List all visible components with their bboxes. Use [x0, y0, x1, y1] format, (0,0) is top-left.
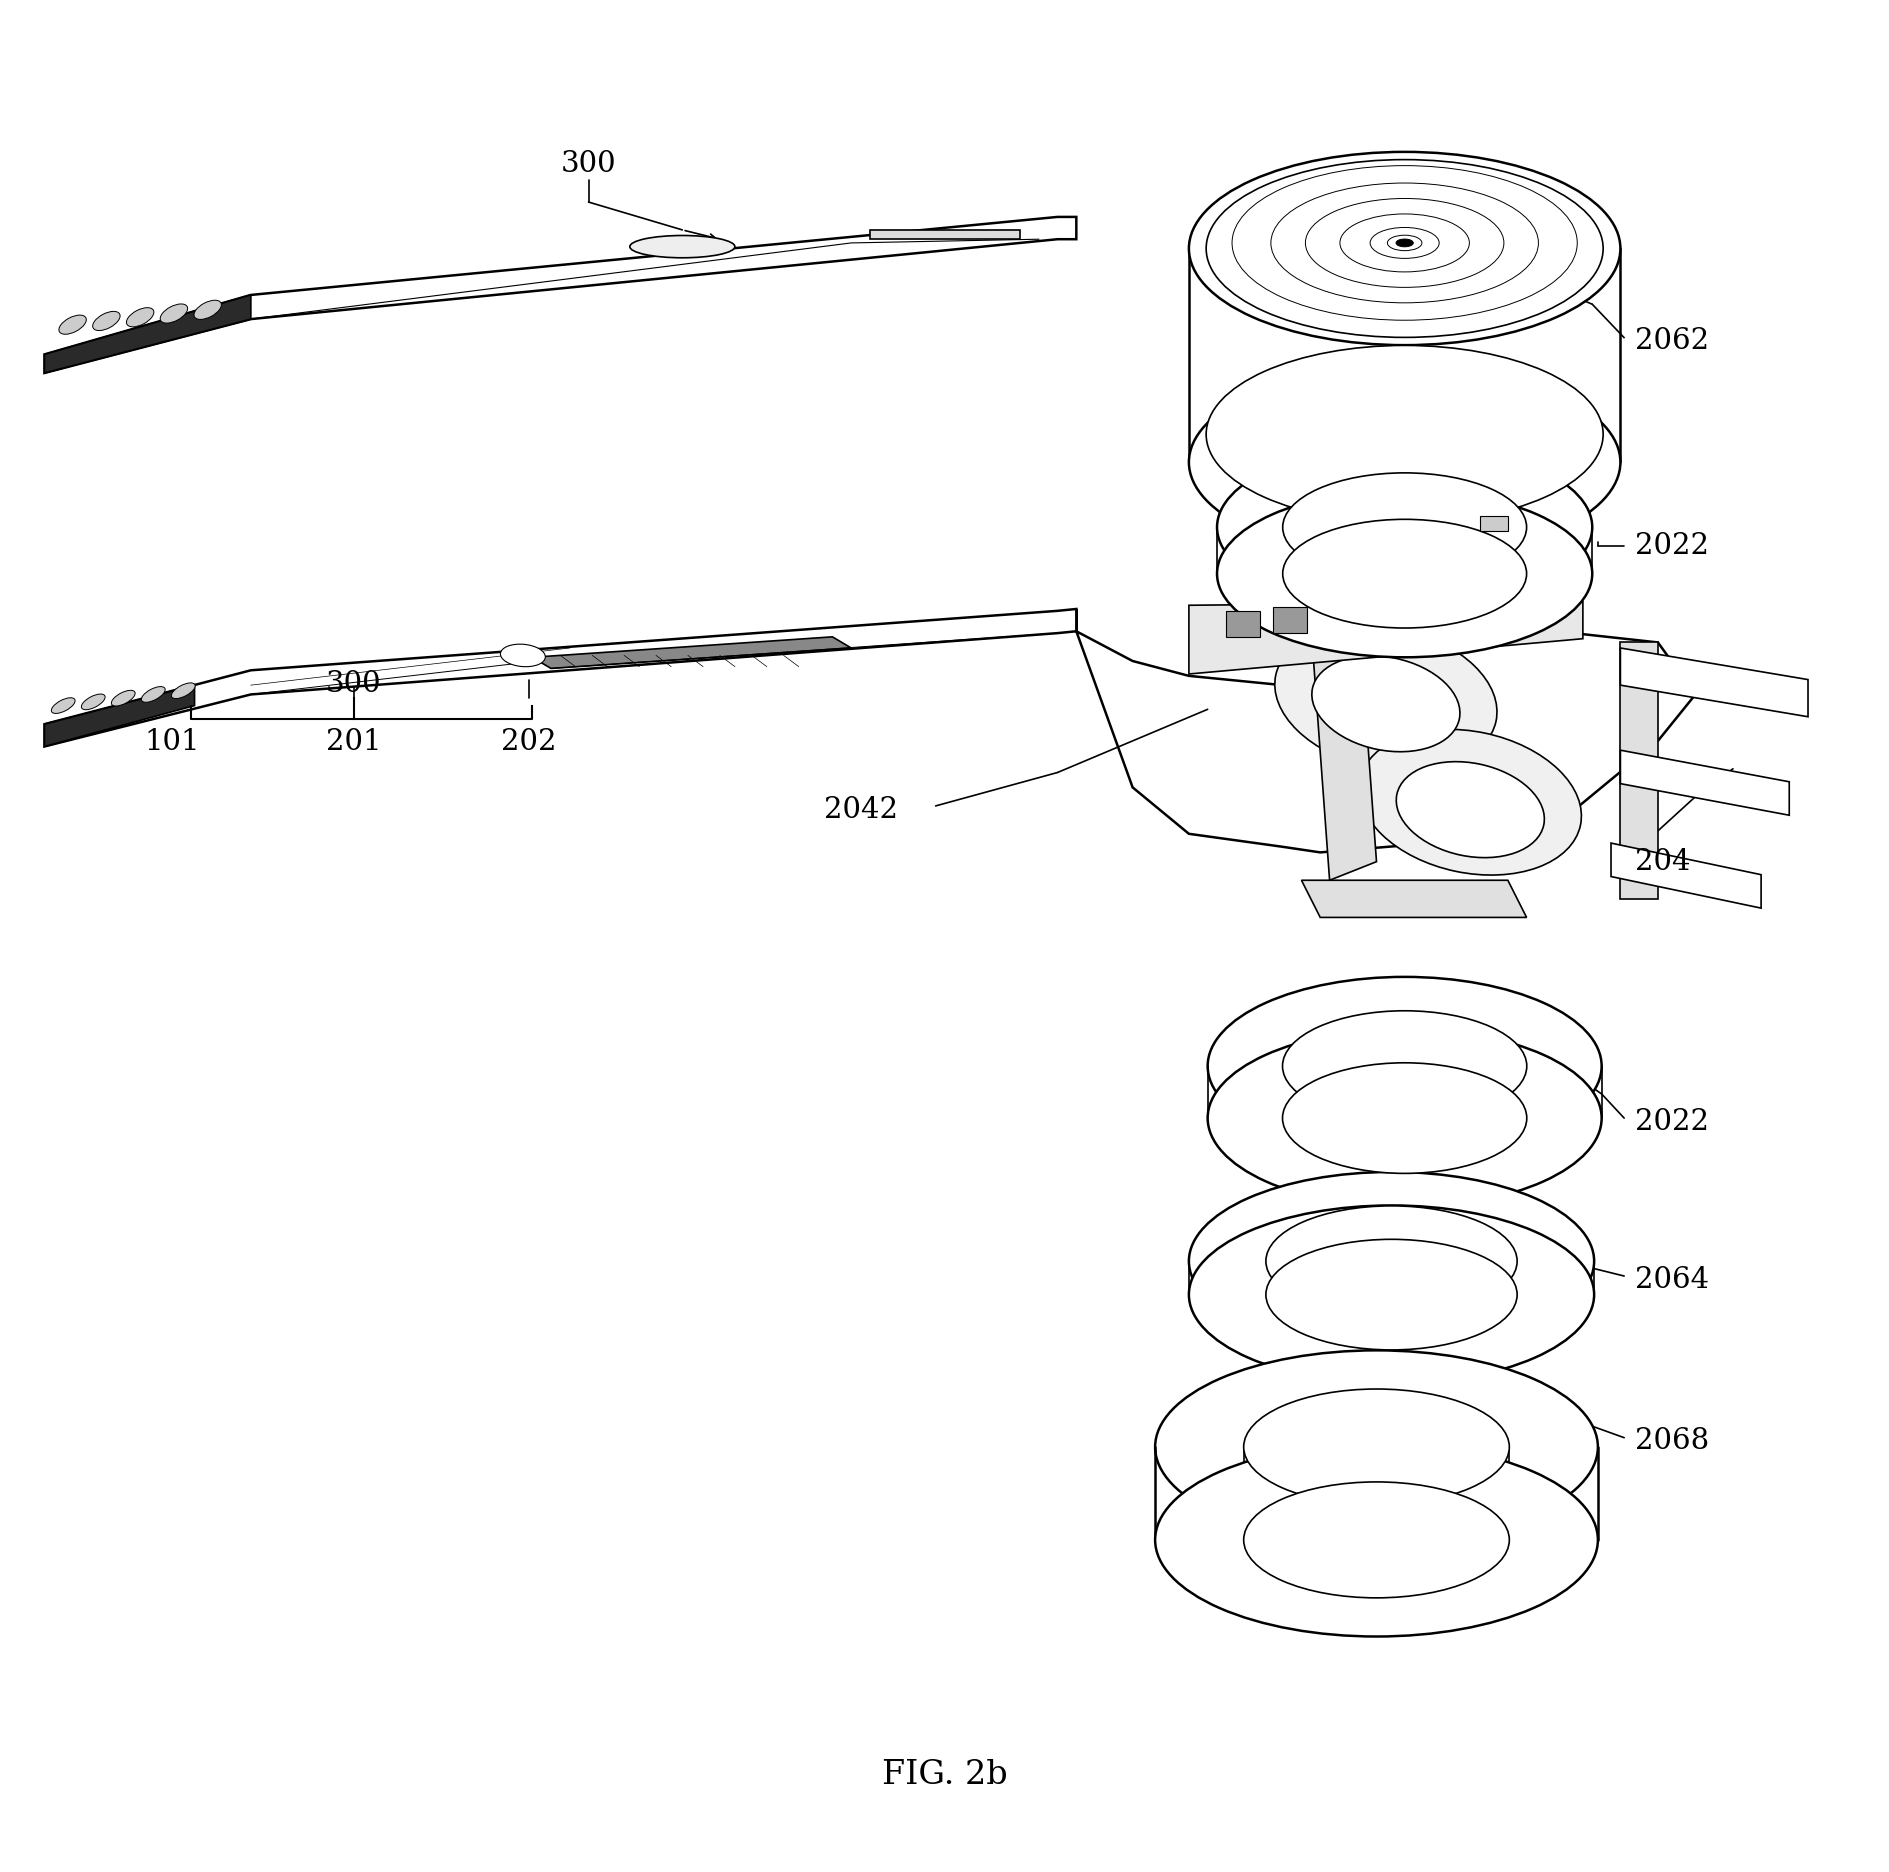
Text: 2068: 2068: [1634, 1428, 1710, 1455]
Polygon shape: [1075, 605, 1694, 852]
Ellipse shape: [59, 314, 87, 335]
Ellipse shape: [1188, 1206, 1592, 1383]
Bar: [1273, 607, 1307, 633]
Polygon shape: [1619, 642, 1657, 899]
Text: 2062: 2062: [1634, 328, 1710, 356]
Ellipse shape: [1243, 1389, 1509, 1505]
Ellipse shape: [1311, 655, 1458, 753]
Polygon shape: [1609, 842, 1761, 908]
Text: 2064: 2064: [1634, 1265, 1710, 1294]
Polygon shape: [1302, 880, 1526, 917]
Ellipse shape: [161, 303, 187, 324]
Text: 300: 300: [561, 150, 616, 178]
Ellipse shape: [1273, 625, 1496, 771]
Text: 300: 300: [327, 670, 382, 698]
Polygon shape: [1619, 751, 1789, 814]
Ellipse shape: [1243, 1483, 1509, 1599]
Text: 2022: 2022: [1634, 1108, 1708, 1136]
Ellipse shape: [111, 691, 136, 706]
Ellipse shape: [1217, 444, 1591, 610]
Ellipse shape: [93, 311, 121, 331]
Ellipse shape: [1205, 159, 1602, 337]
Polygon shape: [45, 608, 1075, 747]
Ellipse shape: [1396, 762, 1543, 857]
Ellipse shape: [1217, 490, 1591, 657]
Ellipse shape: [1154, 1350, 1596, 1544]
Polygon shape: [45, 296, 251, 373]
Polygon shape: [1311, 605, 1375, 880]
Text: 201: 201: [327, 728, 382, 756]
Ellipse shape: [51, 698, 76, 713]
Polygon shape: [533, 636, 850, 668]
Ellipse shape: [127, 307, 153, 328]
Text: 2042: 2042: [824, 796, 897, 824]
Ellipse shape: [1188, 365, 1619, 560]
Ellipse shape: [1266, 1239, 1517, 1350]
Ellipse shape: [629, 236, 735, 258]
Polygon shape: [45, 217, 1075, 373]
Ellipse shape: [1283, 519, 1526, 627]
Ellipse shape: [172, 683, 195, 698]
Ellipse shape: [142, 687, 164, 702]
Text: 204: 204: [1634, 848, 1691, 876]
Ellipse shape: [501, 644, 546, 666]
Ellipse shape: [1154, 1443, 1596, 1636]
Polygon shape: [869, 230, 1020, 240]
Ellipse shape: [1358, 730, 1581, 874]
Ellipse shape: [1396, 240, 1413, 247]
Polygon shape: [1479, 517, 1507, 532]
Polygon shape: [45, 685, 195, 747]
Ellipse shape: [1207, 1030, 1600, 1207]
Ellipse shape: [1283, 474, 1526, 582]
Text: 202: 202: [501, 728, 555, 756]
Polygon shape: [1619, 648, 1808, 717]
Ellipse shape: [1283, 1011, 1526, 1121]
Text: 101: 101: [144, 728, 200, 756]
Ellipse shape: [81, 695, 106, 709]
Ellipse shape: [1188, 1172, 1592, 1350]
Text: FIG. 2b: FIG. 2b: [882, 1758, 1007, 1792]
Ellipse shape: [1205, 346, 1602, 522]
Polygon shape: [1188, 601, 1583, 674]
Ellipse shape: [1266, 1206, 1517, 1316]
Ellipse shape: [195, 300, 221, 320]
Bar: [1226, 610, 1260, 636]
Ellipse shape: [1207, 977, 1600, 1155]
Ellipse shape: [1283, 1063, 1526, 1174]
Ellipse shape: [1188, 152, 1619, 344]
Text: 2022: 2022: [1634, 532, 1708, 560]
